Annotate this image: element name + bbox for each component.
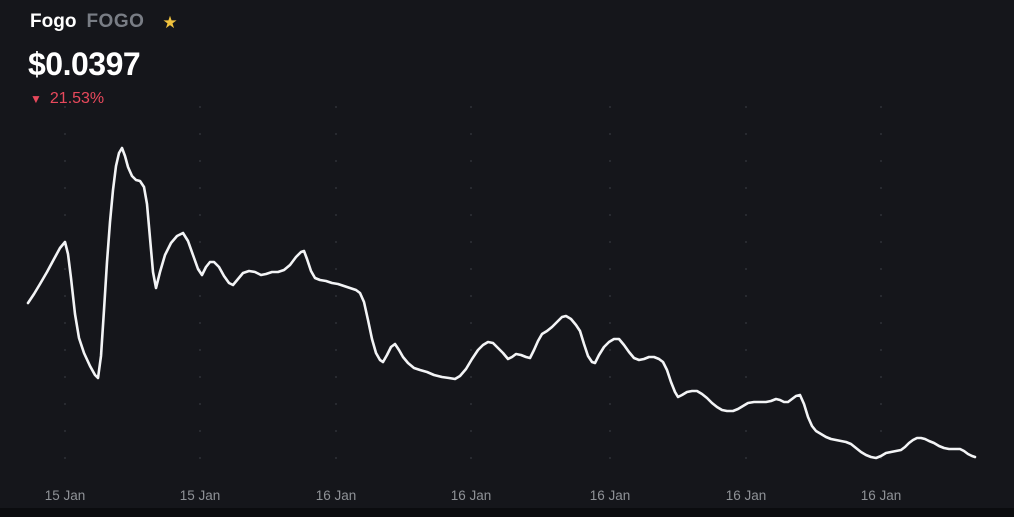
- token-symbol: FOGO: [86, 11, 145, 32]
- star-icon[interactable]: ★: [162, 12, 178, 32]
- token-title-row: Fogo FOGO ★: [30, 11, 178, 33]
- price-line: [26, 146, 977, 460]
- price-change: ▼ 21.53%: [30, 90, 104, 108]
- price-change-percent: 21.53%: [49, 90, 105, 107]
- token-name: Fogo: [30, 11, 77, 32]
- token-price: $0.0397: [28, 46, 141, 82]
- down-triangle-icon: ▼: [30, 92, 42, 106]
